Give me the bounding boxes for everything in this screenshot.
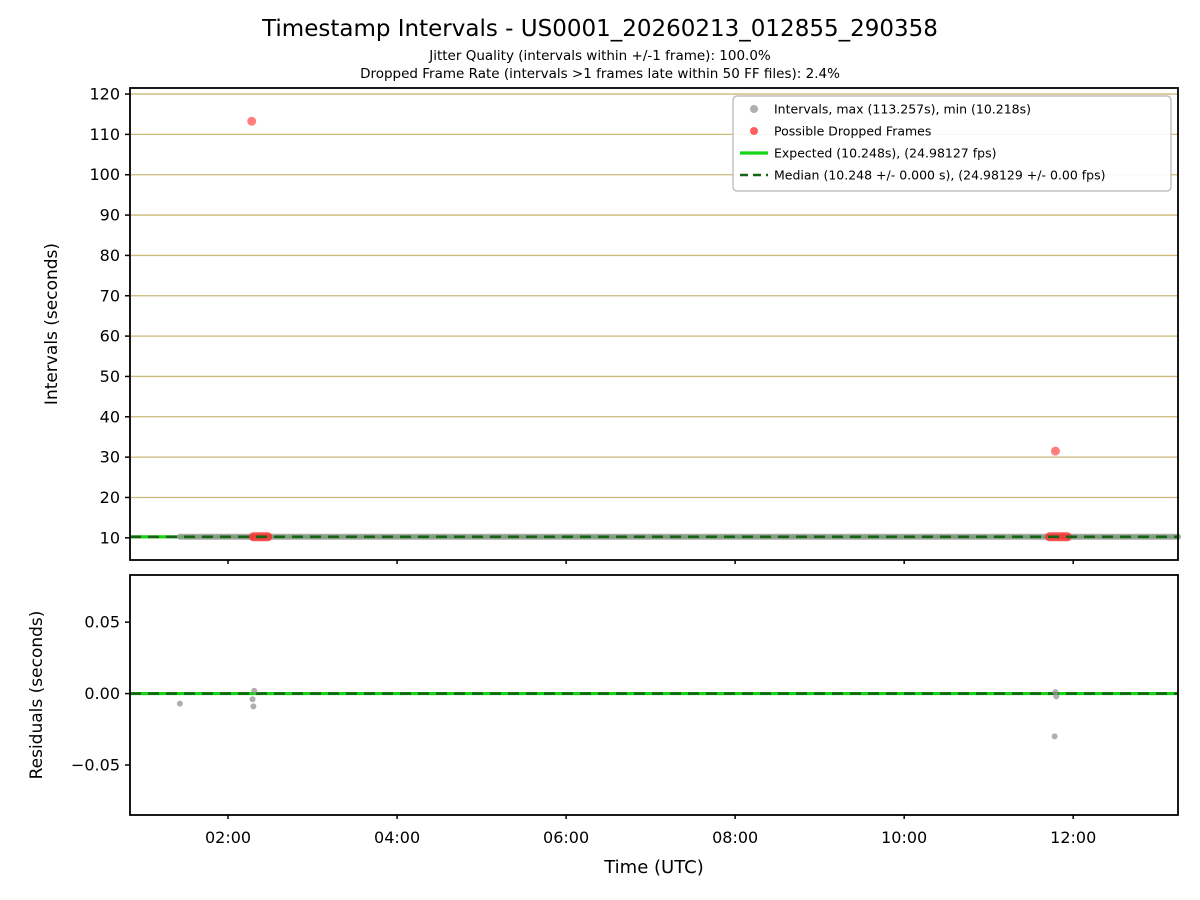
legend-label: Median (10.248 +/- 0.000 s), (24.98129 +… (774, 168, 1105, 183)
legend-label: Expected (10.248s), (24.98127 fps) (774, 146, 996, 161)
y-axis-label-intervals: Intervals (seconds) (42, 243, 62, 405)
residual-point (251, 687, 258, 694)
legend-marker-dropped-icon (750, 127, 758, 135)
x-tick-label: 08:00 (712, 828, 758, 847)
y-tick-label: 70 (100, 286, 120, 305)
y-tick-label: 90 (100, 206, 120, 225)
axes-spine-residuals (129, 574, 1179, 816)
residual-point (1053, 693, 1060, 700)
y-tick-label: 110 (89, 125, 120, 144)
residual-point (250, 703, 257, 710)
y-tick-label: 40 (100, 407, 120, 426)
x-tick-label: 12:00 (1050, 828, 1096, 847)
axes-spine-intervals (129, 87, 1179, 561)
y-tick-label: −0.05 (71, 756, 120, 775)
legend-label: Intervals, max (113.257s), min (10.218s) (774, 102, 1031, 117)
y-tick-label: 100 (89, 165, 120, 184)
y-tick-label: 30 (100, 448, 120, 467)
chart-subtitle-dropped-frame-rate: Dropped Frame Rate (intervals >1 frames … (360, 66, 840, 82)
y-tick-label: 10 (100, 528, 120, 547)
y-tick-label: 0.00 (84, 684, 120, 703)
y-tick-label: 20 (100, 488, 120, 507)
residual-point (249, 696, 256, 703)
chart-subtitle-jitter-quality: Jitter Quality (intervals within +/-1 fr… (429, 48, 771, 64)
dropped-frame-point (1050, 446, 1060, 456)
x-tick-label: 10:00 (881, 828, 927, 847)
dropped-frame-point (247, 116, 257, 126)
y-axis-label-residuals: Residuals (seconds) (27, 611, 47, 780)
y-tick-label: 0.05 (84, 613, 120, 632)
legend-box (732, 95, 1172, 192)
legend-marker-intervals-icon (750, 105, 758, 113)
x-tick-label: 06:00 (543, 828, 589, 847)
legend-label: Possible Dropped Frames (774, 124, 931, 139)
residual-point (176, 700, 183, 707)
y-tick-label: 50 (100, 367, 120, 386)
residual-point (1051, 733, 1058, 740)
x-axis-label: Time (UTC) (603, 857, 704, 878)
y-tick-label: 60 (100, 327, 120, 346)
y-tick-label: 120 (89, 85, 120, 104)
x-tick-label: 04:00 (374, 828, 420, 847)
x-tick-label: 02:00 (205, 828, 251, 847)
y-tick-label: 80 (100, 246, 120, 265)
chart-title: Timestamp Intervals - US0001_20260213_01… (262, 16, 938, 42)
